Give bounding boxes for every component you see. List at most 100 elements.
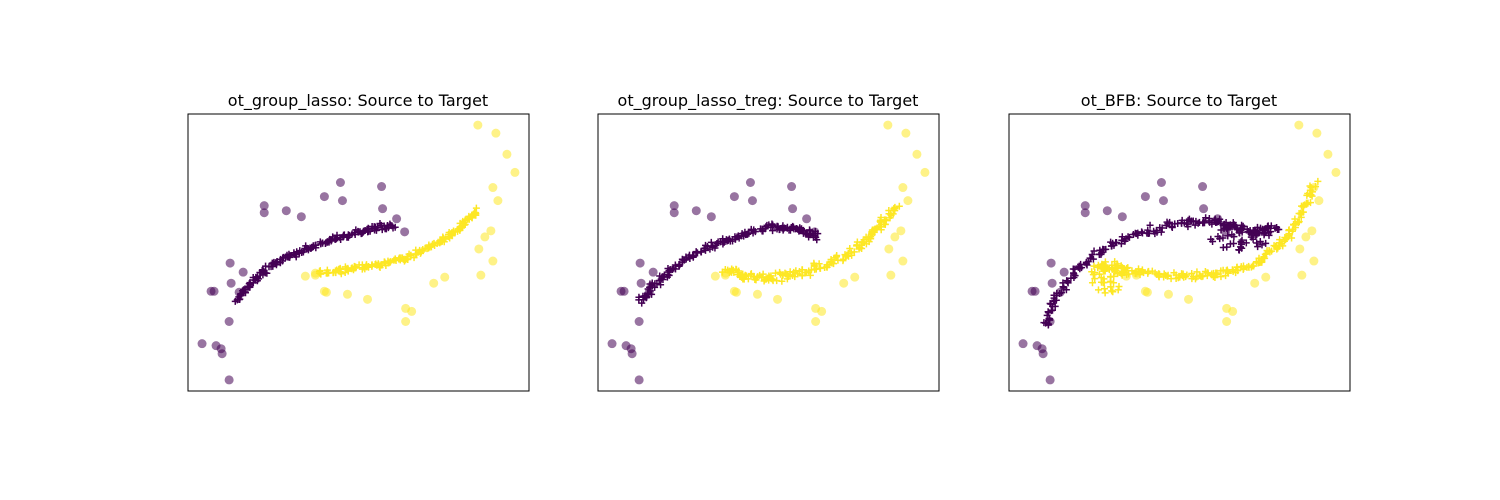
transported-source-point <box>1230 239 1238 247</box>
target-point <box>491 128 501 138</box>
target-point <box>1294 120 1304 130</box>
target-point <box>502 149 512 159</box>
source-point <box>209 286 219 296</box>
transported-target-point <box>815 260 823 268</box>
transported-target-point <box>781 269 789 277</box>
target-point <box>1297 270 1307 280</box>
target-point <box>912 149 922 159</box>
transported-target-point <box>846 245 854 253</box>
source-point <box>1018 339 1028 349</box>
source-point <box>378 204 388 214</box>
transported-source-point <box>1238 221 1246 229</box>
transported-target-point <box>1262 250 1270 258</box>
transported-target-point <box>1112 267 1120 275</box>
source-point <box>281 206 291 216</box>
transported-target-point <box>439 234 447 242</box>
source-point <box>607 339 617 349</box>
transported-target-point <box>768 275 776 283</box>
target-point <box>473 120 483 130</box>
transported-source-point <box>697 248 705 256</box>
source-point <box>787 182 797 192</box>
source-point <box>335 177 345 187</box>
transported-target-point <box>386 258 394 266</box>
target-point <box>1309 256 1319 266</box>
target-point <box>493 196 503 206</box>
axes-frame <box>1008 113 1351 392</box>
source-point <box>226 278 236 288</box>
transported-target-point <box>741 273 749 281</box>
target-point <box>920 167 930 177</box>
source-point <box>619 286 629 296</box>
transported-source-point <box>799 226 807 234</box>
transported-source-point <box>1271 224 1279 232</box>
target-point <box>817 306 827 316</box>
source-point <box>1045 375 1055 385</box>
transported-source-point <box>726 237 734 245</box>
transported-source-point <box>1262 239 1270 247</box>
source-point <box>747 196 757 206</box>
source-point <box>1117 212 1127 222</box>
source-point <box>1158 196 1168 206</box>
transported-target-point <box>895 202 903 210</box>
transported-source-point <box>693 249 701 257</box>
source-point <box>1045 316 1055 326</box>
transported-target-point <box>823 261 831 269</box>
target-point <box>903 196 913 206</box>
source-point <box>1055 287 1065 297</box>
transported-target-point <box>1114 262 1122 270</box>
transported-source-point <box>1156 224 1164 232</box>
transported-target-point <box>1258 258 1266 266</box>
source-point <box>729 192 739 202</box>
transported-target-point <box>873 224 881 232</box>
transported-target-point <box>833 251 841 259</box>
transported-target-point <box>1095 270 1103 278</box>
source-point <box>1213 214 1223 224</box>
target-point <box>811 316 821 326</box>
source-point <box>648 267 658 277</box>
transported-source-point <box>675 262 683 270</box>
target-point <box>1314 196 1324 206</box>
transported-target-point <box>1114 286 1122 294</box>
transported-source-point <box>302 242 310 250</box>
transported-source-point <box>751 228 759 236</box>
transported-source-point <box>1088 250 1096 258</box>
transported-target-point <box>1291 215 1299 223</box>
transported-target-point <box>1090 262 1098 270</box>
target-point <box>488 256 498 266</box>
source-point <box>1140 192 1150 202</box>
transported-target-point <box>450 227 458 235</box>
target-point <box>898 256 908 266</box>
source-point <box>634 316 644 326</box>
source-point <box>644 287 654 297</box>
source-point <box>810 227 820 237</box>
source-point <box>669 208 679 218</box>
transported-source-point <box>1082 260 1090 268</box>
transported-target-point <box>361 265 369 273</box>
transported-target-point <box>844 249 852 257</box>
transported-source-point <box>712 241 720 249</box>
target-point <box>710 271 720 281</box>
transported-source-point <box>664 270 672 278</box>
source-point <box>691 206 701 216</box>
transported-target-point <box>782 270 790 278</box>
source-point <box>1080 201 1090 211</box>
source-point <box>634 375 644 385</box>
transported-target-point <box>811 265 819 273</box>
target-point <box>310 268 320 278</box>
axes-frame <box>187 113 530 392</box>
target-point <box>342 289 352 299</box>
source-point <box>1080 208 1090 218</box>
transported-source-point <box>1199 219 1207 227</box>
source-point <box>745 177 755 187</box>
source-point <box>1030 286 1040 296</box>
target-point <box>1301 232 1311 242</box>
target-point <box>752 289 762 299</box>
target-point <box>1250 278 1260 288</box>
target-point <box>1309 183 1319 193</box>
transported-target-point <box>1138 266 1146 274</box>
panel-title: ot_group_lasso: Source to Target <box>228 91 488 111</box>
transported-target-point <box>337 270 345 278</box>
source-point <box>319 192 329 202</box>
transported-source-point <box>1260 227 1268 235</box>
